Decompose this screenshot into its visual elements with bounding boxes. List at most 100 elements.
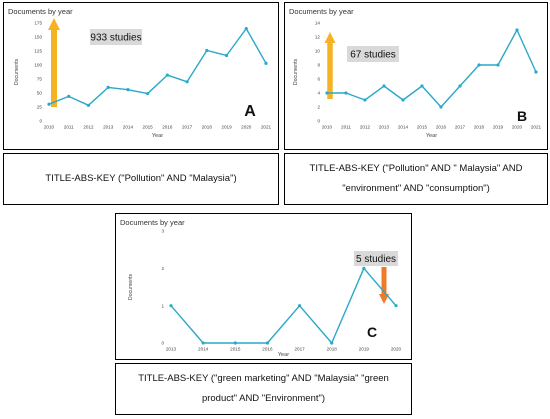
annotation-text: 5 studies (356, 254, 396, 265)
data-point (264, 61, 268, 65)
chart-header: Documents by year (120, 218, 185, 227)
x-tick-label: 2013 (379, 125, 390, 130)
data-point (362, 266, 366, 270)
x-tick-label: 2021 (261, 125, 272, 130)
x-tick-label: 2017 (182, 125, 193, 130)
data-point (106, 85, 110, 89)
data-point (363, 98, 367, 102)
y-tick-label: 0 (317, 119, 320, 124)
y-axis-label: Documents (293, 58, 299, 85)
data-point (185, 80, 189, 84)
x-tick-label: 2018 (327, 347, 338, 352)
chart-b-svg: Documents by year 0 2 4 6 8 10 12 14 2010 2011 2012… (289, 7, 542, 139)
data-point (169, 304, 173, 308)
x-tick-label: 2012 (360, 125, 371, 130)
x-tick-label: 2015 (230, 347, 241, 352)
caption-b-line-2: "environment" AND "consumption") (342, 183, 490, 194)
x-tick-label: 2012 (83, 125, 94, 130)
data-point (394, 304, 398, 308)
y-tick-label: 175 (34, 21, 42, 26)
x-tick-label: 2015 (417, 125, 428, 130)
series-line (170, 267, 397, 344)
x-tick-label: 2010 (322, 125, 333, 130)
arrow-shaft (327, 43, 333, 99)
data-point (165, 73, 169, 77)
y-tick-label: 14 (315, 21, 321, 26)
x-tick-label: 2021 (531, 125, 542, 130)
x-tick-label: 2020 (241, 125, 252, 130)
x-tick-label: 2019 (493, 125, 504, 130)
data-point (515, 28, 519, 32)
annotation-text: 933 studies (90, 33, 141, 44)
data-point (201, 341, 205, 345)
caption-c-line-2: product" AND "Environment") (201, 393, 326, 404)
y-tick-label: 3 (161, 229, 164, 234)
data-point (297, 304, 302, 308)
data-point (265, 341, 270, 345)
x-axis-label: Year (152, 133, 163, 139)
annotation-box (354, 251, 398, 266)
caption-b: TITLE-ABS-KEY ("Pollution" AND " Malaysi… (284, 153, 548, 205)
x-tick-label: 2020 (391, 347, 402, 352)
y-tick-label: 12 (315, 35, 321, 40)
x-tick-label: 2014 (398, 125, 409, 130)
x-tick-label: 2013 (166, 347, 177, 352)
chart-header: Documents by year (289, 7, 354, 16)
arrow-up-icon (48, 18, 60, 30)
data-point (458, 84, 462, 88)
y-tick-label: 6 (317, 77, 320, 82)
data-point (126, 88, 130, 92)
arrow-up-icon (324, 32, 336, 43)
data-point (439, 105, 443, 109)
x-tick-label: 2011 (341, 125, 351, 130)
caption-a: TITLE-ABS-KEY ("Pollution" AND "Malaysia… (3, 153, 279, 205)
annotation-box (90, 29, 142, 45)
data-point (224, 53, 229, 58)
arrow-down-icon (379, 294, 389, 304)
y-tick-label: 10 (315, 49, 321, 54)
data-point (325, 91, 329, 95)
data-point (477, 63, 481, 67)
y-tick-label: 150 (34, 35, 42, 40)
annotation-text: 67 studies (350, 50, 396, 61)
data-point (67, 94, 71, 98)
x-tick-label: 2017 (294, 347, 305, 352)
caption-b-line-1: TITLE-ABS-KEY ("Pollution" AND " Malaysi… (309, 163, 523, 174)
data-point (146, 91, 150, 96)
x-tick-label: 2019 (359, 347, 370, 352)
panel-letter: A (244, 103, 256, 120)
data-point (496, 63, 500, 67)
x-tick-label: 2018 (202, 125, 213, 130)
annotation-box (347, 46, 399, 62)
series-line (48, 27, 267, 107)
y-tick-label: 25 (37, 105, 43, 110)
x-tick-label: 2010 (44, 125, 55, 130)
data-point (86, 103, 91, 107)
x-tick-label: 2014 (198, 347, 209, 352)
arrow-shaft (51, 30, 57, 107)
x-tick-label: 2015 (143, 125, 154, 130)
y-tick-label: 125 (34, 49, 42, 54)
caption-c: TITLE-ABS-KEY ("green marketing" AND "Ma… (115, 363, 412, 415)
y-tick-label: 2 (317, 105, 320, 110)
x-tick-label: 2014 (123, 125, 134, 130)
chart-c-svg: Documents by year 0 1 2 3 2013 2014 2015 2016 201… (120, 218, 402, 358)
x-tick-label: 2019 (221, 125, 232, 130)
y-tick-label: 100 (34, 63, 42, 68)
chart-panel-a: Documents by year 0 25 50 75 100 125 150 175 2010… (3, 2, 279, 150)
x-tick-label: 2017 (455, 125, 466, 130)
panel-letter: B (517, 108, 527, 124)
y-axis-label: Documents (128, 273, 134, 300)
x-tick-label: 2011 (64, 125, 74, 130)
data-point (47, 102, 51, 106)
x-tick-label: 2020 (512, 125, 523, 130)
data-point (401, 98, 405, 102)
chart-panel-c: Documents by year 0 1 2 3 2013 2014 2015 2016 201… (115, 213, 412, 360)
chart-panel-b: Documents by year 0 2 4 6 8 10 12 14 2010 2011 2012… (284, 2, 548, 150)
data-point (534, 70, 538, 74)
data-point (420, 84, 424, 88)
data-point (330, 341, 334, 345)
x-tick-label: 2016 (162, 125, 173, 130)
x-axis-label: Year (426, 133, 437, 139)
data-point (233, 341, 237, 345)
